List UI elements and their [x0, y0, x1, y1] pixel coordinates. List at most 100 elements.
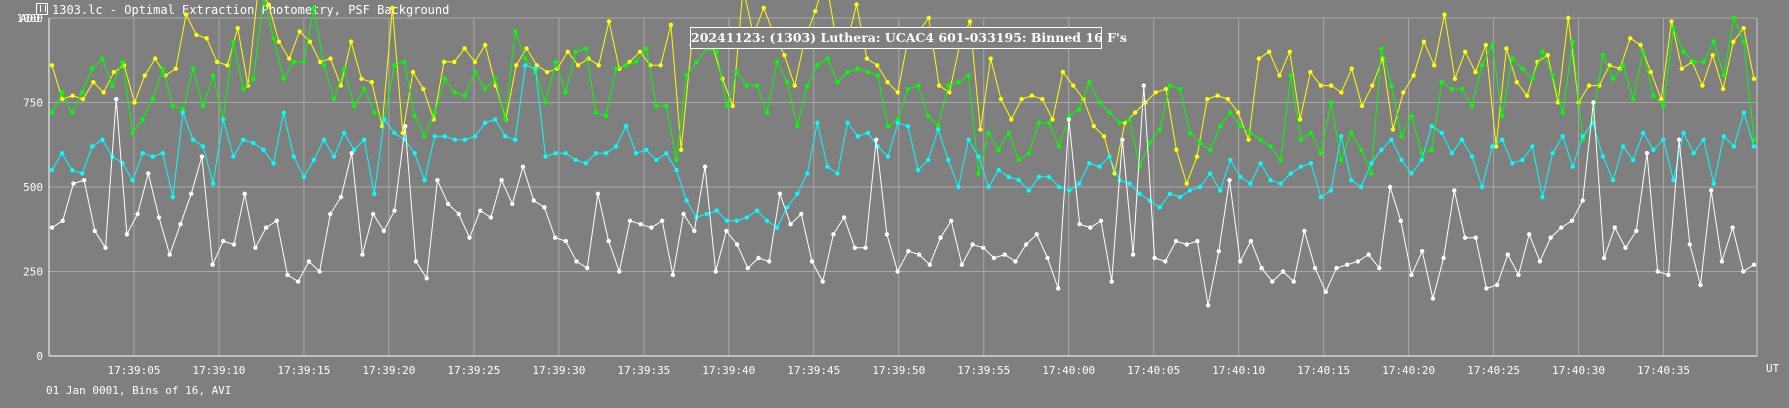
- data-point: [1208, 171, 1213, 176]
- data-point: [764, 218, 770, 223]
- data-point: [70, 93, 75, 98]
- data-point: [831, 232, 836, 237]
- data-point: [1641, 130, 1646, 136]
- data-point: [734, 69, 739, 75]
- data-point: [1494, 282, 1500, 288]
- data-point: [1248, 238, 1254, 244]
- data-point: [369, 80, 374, 85]
- data-point: [835, 80, 840, 85]
- data-point: [1550, 73, 1555, 78]
- data-point: [285, 272, 290, 278]
- data-point: [1013, 259, 1018, 264]
- data-point: [413, 259, 419, 264]
- data-point: [1167, 83, 1173, 88]
- data-point: [845, 120, 850, 126]
- data-point: [1473, 235, 1478, 240]
- window-title: 1303.lc - Optimal Extraction Photometry,…: [52, 3, 450, 17]
- data-point: [359, 76, 364, 82]
- data-point: [767, 259, 772, 264]
- data-point: [795, 124, 800, 129]
- data-point: [261, 147, 266, 152]
- grid: [49, 17, 1757, 356]
- data-point: [1036, 174, 1042, 180]
- data-point: [1349, 178, 1354, 183]
- data-point: [160, 151, 165, 156]
- data-point: [178, 222, 183, 227]
- data-point: [1390, 127, 1396, 132]
- data-point: [1559, 225, 1564, 230]
- data-point: [1287, 49, 1293, 54]
- data-point: [114, 96, 119, 102]
- data-point: [422, 134, 427, 139]
- data-point: [583, 161, 588, 166]
- data-point: [1288, 171, 1293, 176]
- data-point: [214, 59, 220, 65]
- data-point: [1067, 188, 1072, 193]
- data-point: [1369, 161, 1374, 166]
- data-point: [777, 191, 783, 196]
- data-point: [1218, 188, 1223, 193]
- data-point: [670, 272, 676, 278]
- data-point: [981, 245, 986, 250]
- data-point: [956, 80, 961, 85]
- data-point: [1259, 265, 1264, 271]
- data-point: [1258, 137, 1263, 142]
- data-point: [1620, 63, 1626, 68]
- data-point: [1731, 15, 1737, 21]
- data-point: [276, 39, 282, 44]
- data-point: [563, 151, 568, 156]
- data-point: [297, 29, 302, 34]
- data-point: [482, 120, 488, 126]
- data-point: [381, 228, 386, 234]
- data-point: [1302, 228, 1307, 234]
- data-point: [668, 22, 674, 27]
- x-tick-label: 17:39:05: [107, 364, 160, 377]
- data-point: [1277, 73, 1282, 78]
- data-point: [492, 117, 498, 122]
- data-point: [1267, 49, 1272, 54]
- data-point: [875, 63, 880, 68]
- series-3: [49, 83, 1757, 308]
- data-point: [660, 218, 665, 223]
- data-point: [503, 117, 508, 122]
- data-point: [825, 56, 830, 61]
- data-point: [542, 205, 547, 210]
- data-point: [1066, 117, 1072, 122]
- data-point: [885, 154, 891, 159]
- data-point: [1308, 161, 1314, 166]
- data-point: [1655, 269, 1660, 274]
- data-point: [1379, 147, 1384, 152]
- data-point: [90, 144, 95, 149]
- data-point: [1730, 225, 1735, 230]
- data-point: [478, 208, 483, 213]
- data-point: [1548, 235, 1553, 240]
- data-point: [1648, 69, 1654, 75]
- data-point: [1338, 134, 1344, 139]
- data-point: [1107, 154, 1112, 159]
- data-point: [1720, 86, 1726, 92]
- data-point: [296, 279, 301, 284]
- data-point: [563, 90, 568, 95]
- data-point: [774, 225, 780, 230]
- data-point: [986, 130, 991, 136]
- data-point: [674, 157, 679, 163]
- data-point: [513, 137, 518, 142]
- data-point: [1641, 49, 1646, 54]
- data-point: [845, 69, 850, 75]
- data-point: [1671, 178, 1676, 183]
- data-point: [788, 222, 793, 227]
- data-point: [462, 46, 467, 51]
- data-point: [1710, 53, 1715, 58]
- data-point: [291, 59, 296, 65]
- data-point: [1036, 120, 1042, 126]
- data-point: [1570, 39, 1575, 44]
- data-point: [986, 184, 991, 190]
- data-point: [1077, 181, 1082, 186]
- data-point: [452, 59, 457, 65]
- data-point: [1490, 42, 1495, 48]
- data-point: [1238, 174, 1243, 180]
- data-point: [328, 56, 333, 61]
- data-point: [573, 49, 578, 54]
- data-point: [1540, 49, 1545, 54]
- data-point: [809, 259, 815, 264]
